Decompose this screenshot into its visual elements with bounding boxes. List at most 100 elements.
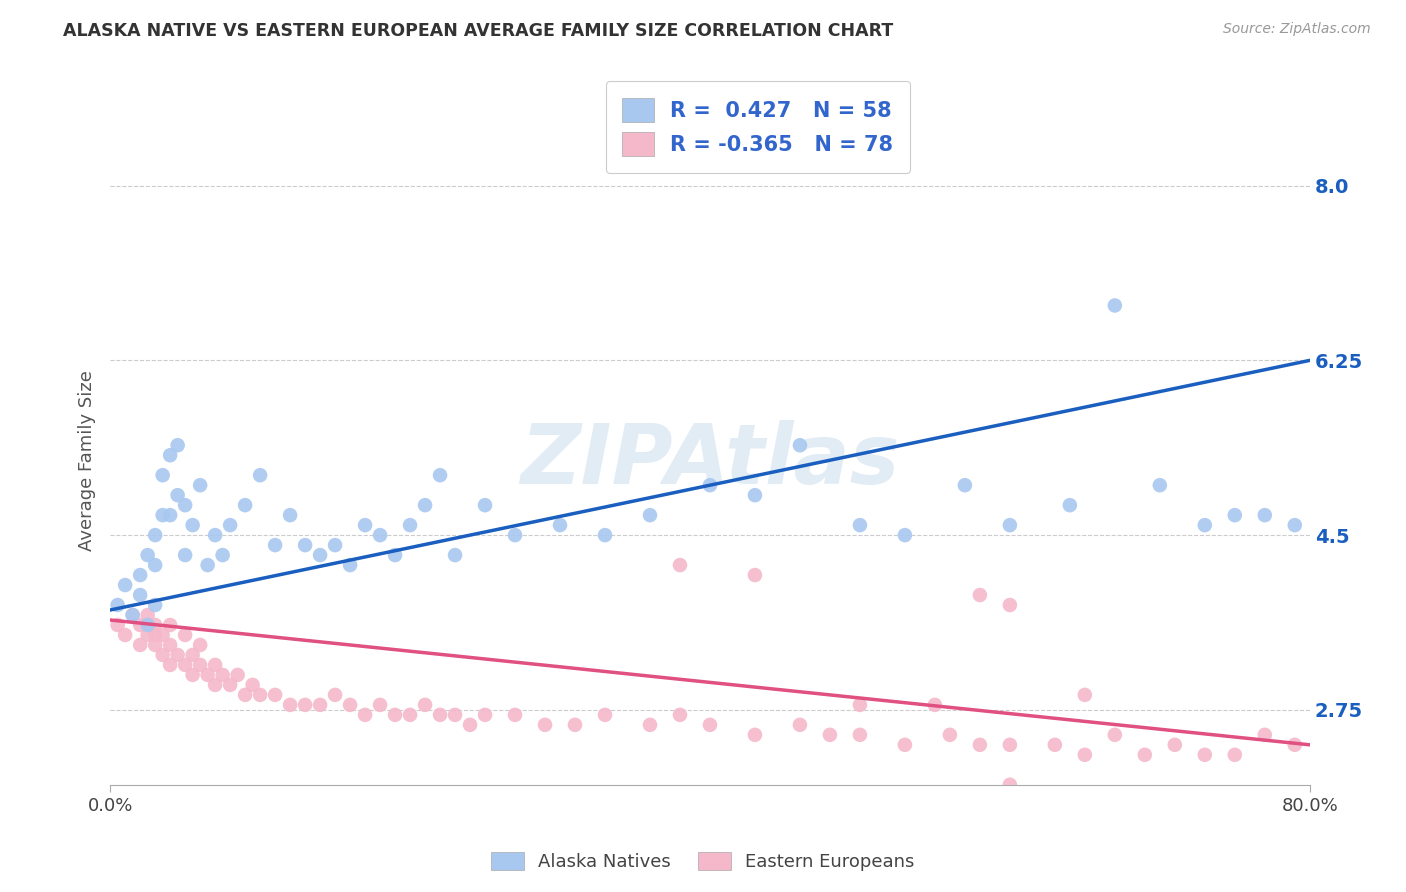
Point <box>136 618 159 632</box>
Point <box>1223 508 1246 523</box>
Point <box>849 518 872 533</box>
Point <box>174 628 197 642</box>
Point <box>159 508 181 523</box>
Point <box>107 598 129 612</box>
Point <box>197 668 219 682</box>
Point <box>444 707 467 722</box>
Point <box>1194 747 1216 762</box>
Point <box>264 538 287 552</box>
Point <box>1254 508 1277 523</box>
Point <box>159 638 181 652</box>
Point <box>121 607 143 622</box>
Point <box>233 688 256 702</box>
Point <box>744 488 766 502</box>
Point <box>129 638 152 652</box>
Point <box>894 528 917 542</box>
Point <box>159 618 181 632</box>
Point <box>249 468 271 483</box>
Point <box>339 558 361 572</box>
Point <box>669 707 692 722</box>
Point <box>309 698 332 712</box>
Point <box>924 698 946 712</box>
Point <box>152 648 174 662</box>
Point <box>399 707 422 722</box>
Point <box>969 588 991 602</box>
Point <box>143 598 166 612</box>
Point <box>211 548 233 562</box>
Point <box>309 548 332 562</box>
Point <box>226 668 249 682</box>
Point <box>593 528 616 542</box>
Point <box>219 518 242 533</box>
Point <box>166 488 188 502</box>
Point <box>744 568 766 582</box>
Point <box>1284 738 1306 752</box>
Point <box>181 648 204 662</box>
Point <box>638 718 661 732</box>
Point <box>1104 298 1126 312</box>
Point <box>188 478 211 492</box>
Point <box>143 528 166 542</box>
Point <box>278 698 301 712</box>
Point <box>444 548 467 562</box>
Point <box>1104 728 1126 742</box>
Point <box>354 518 377 533</box>
Point <box>384 707 406 722</box>
Point <box>564 718 586 732</box>
Point <box>143 628 166 642</box>
Point <box>474 498 496 512</box>
Point <box>384 548 406 562</box>
Point <box>188 638 211 652</box>
Point <box>429 707 451 722</box>
Point <box>998 518 1021 533</box>
Point <box>368 528 391 542</box>
Point <box>969 738 991 752</box>
Point <box>1149 478 1171 492</box>
Point <box>413 498 436 512</box>
Point <box>413 698 436 712</box>
Point <box>503 528 526 542</box>
Point <box>174 498 197 512</box>
Point <box>1223 747 1246 762</box>
Point <box>152 468 174 483</box>
Point <box>998 778 1021 792</box>
Point <box>129 588 152 602</box>
Point <box>129 568 152 582</box>
Point <box>849 728 872 742</box>
Legend: Alaska Natives, Eastern Europeans: Alaska Natives, Eastern Europeans <box>484 845 922 879</box>
Point <box>1133 747 1156 762</box>
Point <box>136 607 159 622</box>
Point <box>1043 738 1066 752</box>
Point <box>1074 688 1097 702</box>
Point <box>939 728 962 742</box>
Point <box>1164 738 1187 752</box>
Point <box>1074 747 1097 762</box>
Point <box>211 668 233 682</box>
Point <box>264 688 287 702</box>
Y-axis label: Average Family Size: Average Family Size <box>79 370 96 550</box>
Point <box>121 607 143 622</box>
Point <box>159 657 181 672</box>
Point <box>152 628 174 642</box>
Point <box>242 678 264 692</box>
Point <box>593 707 616 722</box>
Point <box>278 508 301 523</box>
Point <box>197 558 219 572</box>
Point <box>354 707 377 722</box>
Point <box>429 468 451 483</box>
Point <box>339 698 361 712</box>
Point <box>534 718 557 732</box>
Point <box>669 558 692 572</box>
Point <box>174 548 197 562</box>
Point <box>399 518 422 533</box>
Point <box>953 478 976 492</box>
Point <box>136 548 159 562</box>
Point <box>136 628 159 642</box>
Point <box>233 498 256 512</box>
Point <box>294 698 316 712</box>
Legend: R =  0.427   N = 58, R = -0.365   N = 78: R = 0.427 N = 58, R = -0.365 N = 78 <box>606 81 910 173</box>
Point <box>789 718 811 732</box>
Point <box>894 738 917 752</box>
Point <box>323 538 346 552</box>
Point <box>699 718 721 732</box>
